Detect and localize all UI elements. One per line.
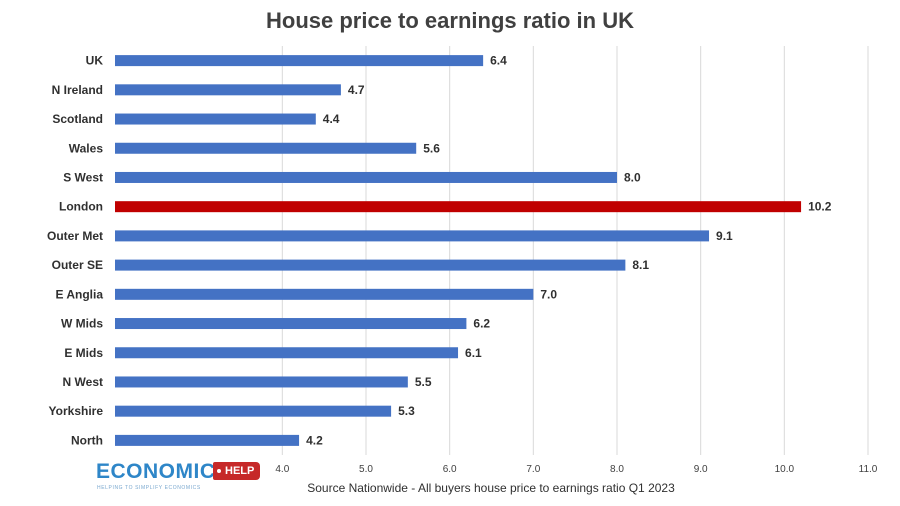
bar [115, 113, 316, 125]
value-label: 6.2 [473, 317, 490, 331]
x-tick-label: 8.0 [610, 464, 624, 475]
category-label: S West [63, 170, 103, 184]
category-label: E Mids [64, 346, 103, 360]
category-label: W Mids [61, 317, 103, 331]
value-label: 7.0 [540, 287, 557, 301]
x-tick-label: 10.0 [775, 464, 795, 475]
x-tick-label: 9.0 [694, 464, 708, 475]
logo-word: ECONOMICS [96, 460, 231, 483]
bar [115, 318, 467, 330]
category-label: Wales [69, 141, 104, 155]
x-tick-label: 6.0 [443, 464, 457, 475]
economics-help-logo: ECONOMICS HELP HELPING TO SIMPLIFY ECONO… [96, 460, 271, 500]
value-label: 8.0 [624, 170, 641, 184]
value-label: 5.6 [423, 141, 440, 155]
x-tick-label: 5.0 [359, 464, 373, 475]
value-label: 9.1 [716, 229, 733, 243]
category-label: E Anglia [55, 287, 103, 301]
bar [115, 405, 392, 417]
value-label: 4.2 [306, 433, 323, 447]
logo-tag: HELP [213, 462, 261, 480]
category-label: London [59, 200, 103, 214]
category-label: Outer Met [47, 229, 103, 243]
bar [115, 434, 300, 446]
value-label: 8.1 [632, 258, 649, 272]
x-tick-label: 7.0 [526, 464, 540, 475]
bar [115, 376, 408, 388]
category-label: Scotland [52, 112, 103, 126]
logo-tagline: HELPING TO SIMPLIFY ECONOMICS [97, 485, 201, 491]
value-label: 5.5 [415, 375, 432, 389]
category-label: Outer SE [52, 258, 103, 272]
value-label: 6.4 [490, 54, 507, 68]
bar [115, 171, 617, 183]
bar [115, 230, 710, 242]
x-tick-label: 4.0 [275, 464, 289, 475]
value-label: 4.7 [348, 83, 365, 97]
x-tick-label: 11.0 [859, 464, 878, 475]
chart-title: House price to earnings ratio in UK [266, 8, 634, 33]
category-label: N Ireland [52, 83, 103, 97]
bar [115, 347, 459, 359]
bar [115, 288, 534, 300]
bar [115, 84, 341, 96]
value-label: 6.1 [465, 346, 482, 360]
bar [115, 55, 484, 67]
bar [115, 259, 626, 271]
category-label: Yorkshire [49, 404, 104, 418]
category-label: N West [63, 375, 103, 389]
value-label: 4.4 [323, 112, 340, 126]
bar [115, 142, 417, 154]
x-axis-label: Source Nationwide - All buyers house pri… [307, 481, 675, 495]
category-label: North [71, 433, 103, 447]
bar [115, 201, 802, 213]
value-label: 10.2 [808, 200, 832, 214]
value-label: 5.3 [398, 404, 415, 418]
category-label: UK [86, 54, 104, 68]
